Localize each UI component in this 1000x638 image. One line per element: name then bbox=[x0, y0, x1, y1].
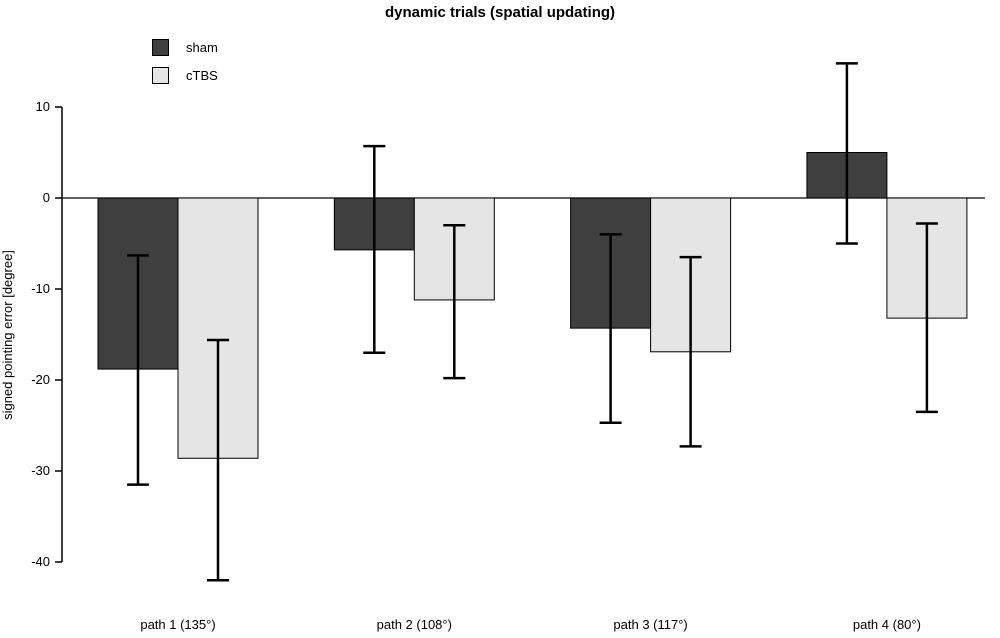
legend-swatch-sham bbox=[152, 39, 169, 56]
y-axis-label: signed pointing error [degree] bbox=[0, 250, 15, 420]
y-tick-label: -10 bbox=[31, 281, 50, 296]
legend-item-ctbs: cTBS bbox=[152, 67, 218, 84]
legend-item-sham: sham bbox=[152, 39, 218, 56]
y-tick-label: -40 bbox=[31, 554, 50, 569]
x-tick-label: path 3 (117°) bbox=[613, 617, 687, 632]
legend-label-ctbs: cTBS bbox=[186, 68, 218, 83]
legend: sham cTBS bbox=[152, 39, 218, 95]
x-tick-label: path 1 (135°) bbox=[140, 617, 215, 632]
x-tick-label: path 4 (80°) bbox=[853, 617, 921, 632]
y-tick-label: 10 bbox=[36, 99, 50, 114]
y-tick-label: -20 bbox=[31, 372, 50, 387]
legend-swatch-ctbs bbox=[152, 67, 169, 84]
x-tick-label: path 2 (108°) bbox=[377, 617, 452, 632]
y-tick-label: 0 bbox=[43, 190, 50, 205]
chart-title: dynamic trials (spatial updating) bbox=[384, 4, 616, 21]
legend-label-sham: sham bbox=[186, 40, 218, 55]
y-tick-label: -30 bbox=[31, 463, 50, 478]
